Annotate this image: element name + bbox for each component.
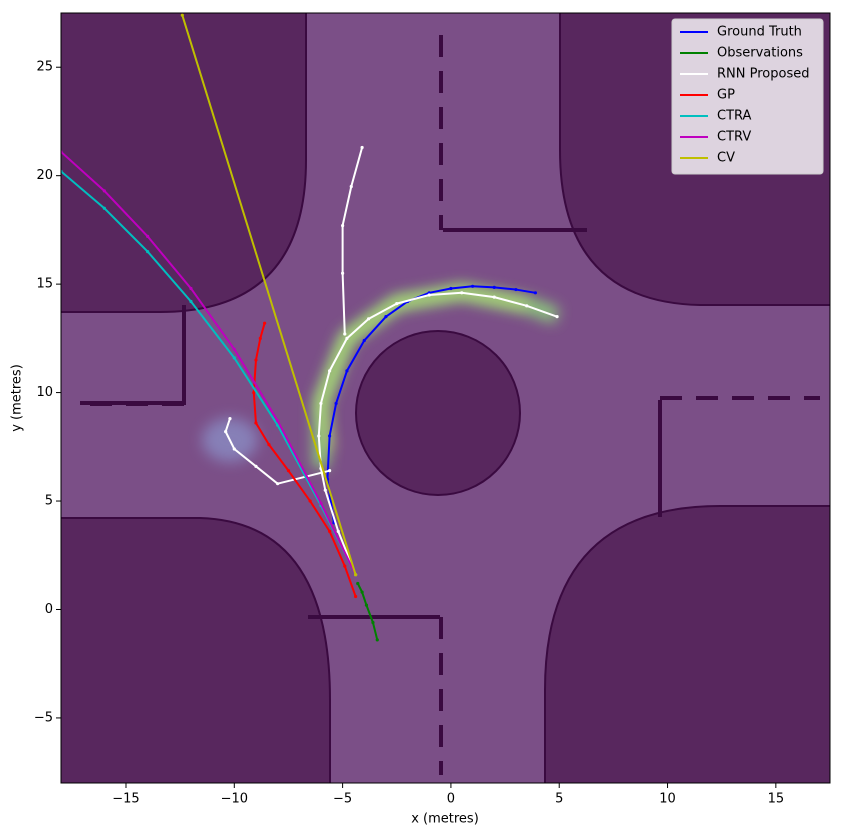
series-point (367, 317, 371, 321)
series-point (146, 234, 150, 239)
series-point (258, 336, 262, 340)
series-point (328, 369, 332, 373)
series-point (360, 590, 364, 594)
y-tick-label: 0 (45, 602, 53, 617)
series-point (102, 206, 106, 210)
series-point (341, 223, 345, 228)
x-tick-label: 10 (659, 792, 676, 807)
series-point (341, 271, 345, 275)
series-point (276, 482, 280, 486)
series-point (343, 332, 347, 336)
legend-label: CV (717, 151, 735, 166)
series-point (384, 315, 388, 319)
series-point (267, 443, 271, 447)
legend-label: RNN Proposed (717, 67, 809, 82)
series-point (319, 501, 323, 505)
series-point (328, 529, 332, 533)
series-point (470, 284, 475, 288)
x-axis-label: x (metres) (411, 812, 479, 827)
x-tick-label: 0 (447, 792, 455, 807)
series-point (345, 369, 349, 373)
series-point (317, 434, 321, 438)
x-tick-label: −15 (112, 792, 139, 807)
series-point (263, 321, 267, 325)
series-point (189, 299, 193, 304)
plot-frame (60, 12, 831, 784)
series-point (146, 249, 150, 254)
series-point (492, 295, 496, 299)
legend-label: CTRA (717, 109, 752, 124)
series-point (525, 304, 529, 308)
series-point (371, 620, 375, 625)
x-tick-label: −10 (221, 792, 248, 807)
series-point (232, 447, 236, 451)
series-point (319, 401, 323, 406)
series-point (254, 358, 258, 362)
series-point (349, 184, 353, 189)
series-point (354, 594, 358, 599)
series-point (395, 302, 399, 306)
legend-label: Observations (717, 46, 803, 61)
series-layer (61, 13, 559, 642)
x-tick-label: −5 (333, 792, 352, 807)
series-point (254, 421, 258, 425)
series-point (514, 287, 518, 292)
y-tick-label: 15 (36, 277, 53, 292)
legend-label: CTRV (717, 130, 751, 145)
series-point (427, 293, 431, 297)
x-tick-label: 15 (768, 792, 785, 807)
series-point (364, 603, 369, 607)
series-point (254, 464, 258, 468)
series-point (286, 469, 291, 473)
y-tick-label: 10 (36, 385, 53, 400)
series-point (232, 356, 236, 360)
series-point (460, 291, 464, 295)
series-point (328, 434, 332, 438)
series-point (362, 338, 366, 343)
series-point (334, 401, 338, 406)
series-point (228, 417, 232, 421)
series-point (492, 285, 496, 289)
series-point (189, 286, 193, 291)
series-point (360, 145, 364, 150)
series-point (343, 564, 347, 568)
series-point (224, 430, 228, 434)
series-point (323, 488, 327, 492)
y-tick-label: 5 (45, 494, 53, 509)
series-line (224, 418, 330, 485)
series-point (449, 286, 453, 291)
series-point (555, 315, 559, 319)
series-point (375, 638, 379, 642)
series-point (276, 419, 280, 423)
y-tick-label: 20 (36, 168, 53, 183)
series-point (308, 499, 312, 503)
y-axis-label: y (metres) (10, 364, 25, 432)
series-line (326, 285, 536, 523)
y-tick-label: 25 (36, 60, 53, 75)
series-line (61, 151, 357, 576)
series-point (356, 581, 360, 586)
series-point (354, 573, 358, 577)
legend-box (671, 18, 824, 175)
legend-label: GP (717, 88, 735, 103)
series-point (533, 291, 537, 295)
series-point (102, 189, 106, 193)
x-tick-label: 5 (555, 792, 563, 807)
series-line (61, 170, 357, 576)
series-line (181, 14, 357, 576)
series-point (180, 13, 184, 17)
series-point (336, 529, 340, 533)
y-tick-label: −5 (34, 710, 53, 725)
series-point (345, 336, 349, 340)
legend-label: Ground Truth (717, 25, 802, 40)
series-point (328, 469, 332, 473)
series-point (252, 390, 256, 395)
series-point (232, 347, 236, 351)
